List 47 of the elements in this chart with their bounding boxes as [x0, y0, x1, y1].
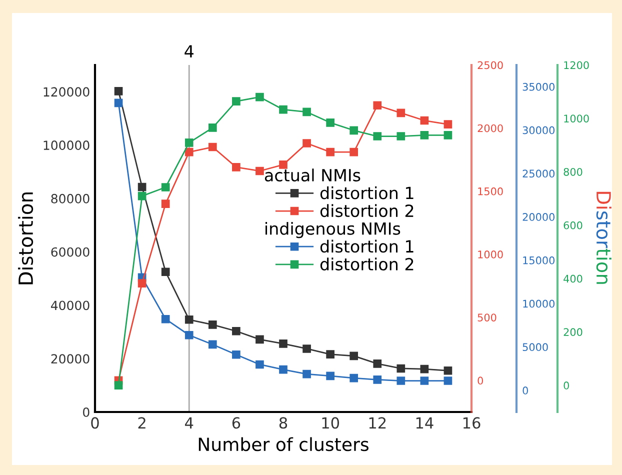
y2-tick-label: 2000: [478, 124, 503, 132]
y3-tick-label: 1200: [564, 61, 589, 70]
x-tick-label: 14: [416, 417, 434, 428]
annotation: actual NMIs: [264, 168, 360, 182]
x-tick-label: 8: [279, 417, 288, 429]
y3-tick-label: 1000: [564, 114, 589, 122]
x-tick-label: 2: [138, 417, 146, 428]
x-tick-label: 16: [463, 417, 480, 429]
y2-axis-title: Distortion: [596, 192, 612, 284]
y2-tick-label: 2500: [478, 61, 503, 70]
text: 35000: [522, 82, 554, 91]
y2-tick-label: 1000: [478, 250, 503, 258]
legend-label: distortion 1: [320, 186, 414, 200]
x-tick-label: 4: [185, 417, 194, 428]
text: 0: [522, 386, 528, 394]
legend-label: distortion 2: [320, 258, 414, 270]
x-tick-label: 10: [322, 417, 340, 429]
annotation: indigenous NMIs: [266, 222, 400, 238]
y-axis-title: Distortion: [18, 192, 34, 284]
x-tick-label: 12: [369, 417, 386, 428]
y3-tick-label: 600: [564, 221, 582, 230]
ref-line-label: 4: [184, 45, 194, 58]
text: 30000: [522, 126, 554, 134]
y3-tick-label: 400: [564, 274, 582, 283]
legend-label: distortion 2: [320, 204, 414, 218]
y3-tick-label: 800: [564, 168, 582, 176]
y-tick-label: 40000: [50, 300, 90, 310]
text: 15000: [523, 256, 554, 264]
legend-label: distortion 1: [320, 240, 414, 253]
y2-tick-label: 0: [478, 376, 483, 385]
y2-tick-label: 1500: [478, 187, 503, 196]
x-tick-label: 0: [91, 417, 99, 429]
y-tick-label: 80000: [51, 194, 90, 204]
text: 10000: [523, 300, 554, 308]
y-tick-label: 120000: [44, 87, 90, 97]
text: 25000: [522, 170, 554, 178]
y-tick-label: 60000: [51, 247, 90, 257]
text: 5000: [522, 343, 548, 352]
y-tick-label: 100000: [44, 140, 90, 150]
text: 20000: [522, 213, 554, 221]
y-tick-label: 20000: [51, 354, 90, 364]
y3-tick-label: 0: [564, 382, 569, 390]
x-axis-title: Number of clusters: [198, 437, 368, 452]
y3-tick-label: 200: [564, 328, 582, 336]
y-tick-label: 0: [83, 407, 90, 417]
x-tick-label: 6: [232, 417, 240, 429]
y2-tick-label: 500: [478, 314, 496, 322]
